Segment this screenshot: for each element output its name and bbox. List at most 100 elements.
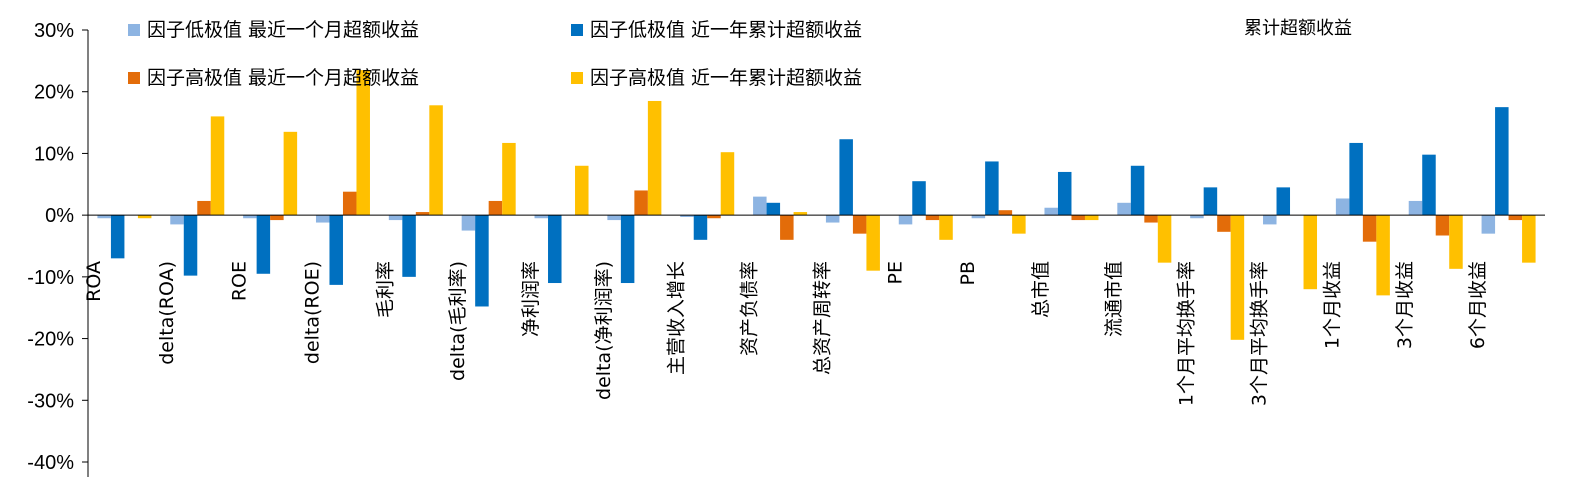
bar [502, 142, 516, 216]
y-tick-label: 20% [34, 82, 74, 104]
bar [256, 215, 271, 274]
bar [548, 215, 562, 284]
legend-swatch [128, 24, 140, 36]
bar [475, 215, 489, 307]
category-label: ROA [83, 261, 105, 302]
bar [388, 215, 403, 221]
bar [1508, 215, 1523, 221]
y-tick-label: 0% [45, 205, 74, 227]
bar [342, 191, 357, 216]
y-axis: 30% 20% 10% 0% -10% -20% -30% -40% [27, 20, 89, 477]
bar [793, 212, 808, 216]
bar [680, 215, 694, 217]
bar [575, 165, 589, 216]
bar [1057, 171, 1072, 216]
bar [415, 212, 430, 216]
bar [607, 215, 621, 221]
bar [1422, 154, 1436, 216]
category-label: 3个月收益 [1394, 261, 1416, 349]
category-label: delta(ROA) [156, 261, 178, 365]
bar [647, 100, 662, 216]
bar [766, 202, 781, 216]
bar [912, 181, 926, 216]
bar [1362, 215, 1377, 242]
bar [315, 215, 330, 223]
bar [1117, 202, 1131, 216]
bar [429, 105, 443, 216]
bar [939, 215, 953, 240]
bar [1349, 142, 1363, 216]
bar [1435, 215, 1450, 236]
category-label: 1个月平均换手率 [1176, 261, 1198, 406]
bar [971, 215, 986, 219]
bar [183, 215, 198, 276]
y-tick-label: -30% [27, 390, 74, 412]
bar [998, 210, 1013, 216]
legend-swatch [571, 72, 583, 84]
category-label: PB [957, 261, 979, 286]
bar [753, 196, 767, 216]
category-label: 总市值 [1030, 261, 1052, 318]
bar [866, 215, 880, 271]
bar [1130, 165, 1145, 216]
bar [1190, 215, 1204, 219]
bar [720, 152, 735, 216]
bar [1071, 215, 1085, 221]
bar [1276, 187, 1291, 216]
bar [1376, 215, 1390, 296]
bar [243, 215, 257, 219]
bar [270, 215, 284, 221]
bar [1044, 207, 1058, 216]
chart-title: 累计超额收益 [1244, 18, 1352, 39]
bar [534, 215, 549, 219]
legend-label: 因子低极值 近一年累计超额收益 [590, 19, 862, 41]
bar [488, 200, 503, 216]
bar [137, 215, 152, 219]
bar [693, 215, 708, 240]
bar [1335, 198, 1350, 216]
bar [1157, 215, 1172, 263]
legend-swatch [128, 72, 140, 84]
bar [356, 70, 370, 216]
y-tick-label: -10% [27, 267, 74, 289]
category-label: PE [884, 261, 906, 284]
category-label: 3个月平均换手率 [1249, 261, 1271, 406]
category-label: 毛利率 [374, 261, 396, 318]
bar [620, 215, 635, 284]
bar [97, 215, 111, 219]
bar [985, 161, 999, 216]
category-label: 1个月收益 [1321, 261, 1343, 349]
bar [839, 139, 853, 216]
bars [97, 70, 1536, 340]
bar [707, 215, 721, 219]
category-label: 主营收入增长 [666, 261, 688, 375]
category-label: delta(净利润率) [593, 261, 615, 400]
bar [898, 215, 913, 225]
bar [1449, 215, 1463, 269]
category-label: 流通市值 [1103, 261, 1125, 337]
bar [1084, 215, 1099, 221]
category-labels: ROA delta(ROA) ROE delta(ROE) 毛利率 delta(毛利率) 净… [83, 261, 1489, 406]
y-tick-label: -40% [27, 452, 74, 474]
category-label: 6个月收益 [1467, 261, 1489, 349]
category-label: 净利润率 [520, 261, 542, 337]
bar [1408, 200, 1423, 216]
legend-swatch [571, 24, 583, 36]
bar [1495, 107, 1509, 216]
bar [461, 215, 476, 231]
bar [210, 116, 225, 216]
bar [780, 215, 794, 240]
bar [1481, 215, 1496, 234]
bar [283, 131, 298, 216]
bar [852, 215, 867, 234]
y-tick-label: 30% [34, 20, 74, 42]
bar [170, 215, 184, 225]
category-label: 总资产周转率 [811, 261, 833, 375]
bar [1303, 215, 1318, 290]
bar [1203, 187, 1218, 216]
category-label: delta(ROE) [301, 261, 323, 364]
category-label: 资产负债率 [739, 261, 761, 356]
bar [1263, 215, 1277, 225]
